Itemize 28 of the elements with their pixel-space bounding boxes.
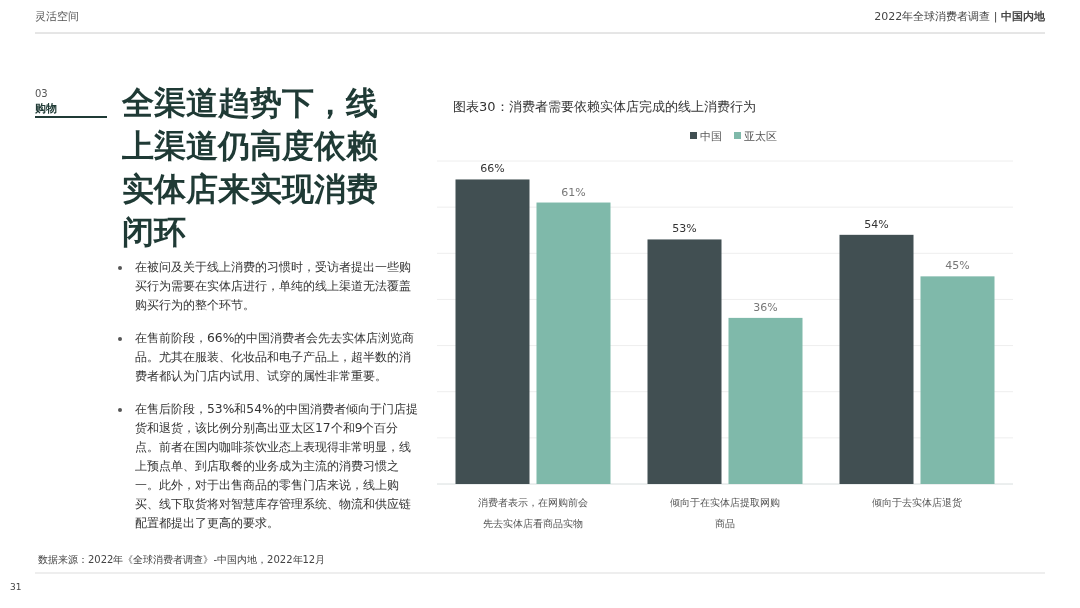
x-tick-label: 倾向于去实体店退货 (872, 496, 962, 508)
text: 在被问及关于线上消费的习惯时，受访者提出一些购买行为需要在实体店进行，单纯的线上渠道无法覆盖购买行为的整个环节。 (135, 260, 411, 312)
legend-label: 中国 (700, 130, 722, 143)
data-label: 54% (864, 217, 889, 231)
x-tick-label: 消费者表示，在网购前会先去实体店看商品实物 (478, 496, 588, 529)
data-label: 36% (753, 300, 778, 314)
text: 03 (35, 88, 48, 99)
data-label: 66% (480, 162, 505, 176)
legend-label: 亚太区 (744, 130, 777, 143)
bar (455, 179, 530, 484)
bar (920, 276, 995, 484)
chart-title: 图表30：消费者需要依赖实体店完成的线上消费行为 (453, 99, 756, 114)
source-note: 数据来源：2022年《全球消费者调查》-中国内地，2022年12月 (38, 554, 326, 565)
data-label: 45% (945, 259, 970, 273)
text: 购物 (35, 102, 57, 115)
text: 全渠道趋势下，线上渠道仍高度依赖实体店来实现消费闭环 (122, 84, 378, 251)
data-label: 61% (561, 185, 586, 199)
text: 31 (10, 582, 22, 592)
text: 灵活空间 (35, 10, 79, 23)
bar (839, 234, 914, 484)
text: 在售前阶段，66%的中国消费者会先去实体店浏览商品。尤其在服装、化妆品和电子产品上，超半数的消费者都认为门店内试用、试穿的属性非常重要。 (135, 331, 415, 383)
x-tick-label: 倾向于在实体店提取网购商品 (670, 496, 780, 529)
bar (647, 239, 722, 484)
text: 在售后阶段，53%和54%的中国消费者倾向于门店提货和退货，该比例分别高出亚太区17个和9个百分点。前者在国内咖啡茶饮业态上表现得非常明显，线上预点单、到店取餐的业务成为主流的消费习惯之一。此外，对于出售商品的零售门店来说，线上购买、线下取货将对智慧库存管理系统、物流和供应链配置都提出了更高的要求。 (135, 402, 418, 530)
bar (536, 202, 611, 484)
text: 2022年全球消费者调查 | 中国内地 (874, 10, 1045, 23)
data-label: 53% (672, 222, 697, 236)
bar (728, 317, 803, 484)
